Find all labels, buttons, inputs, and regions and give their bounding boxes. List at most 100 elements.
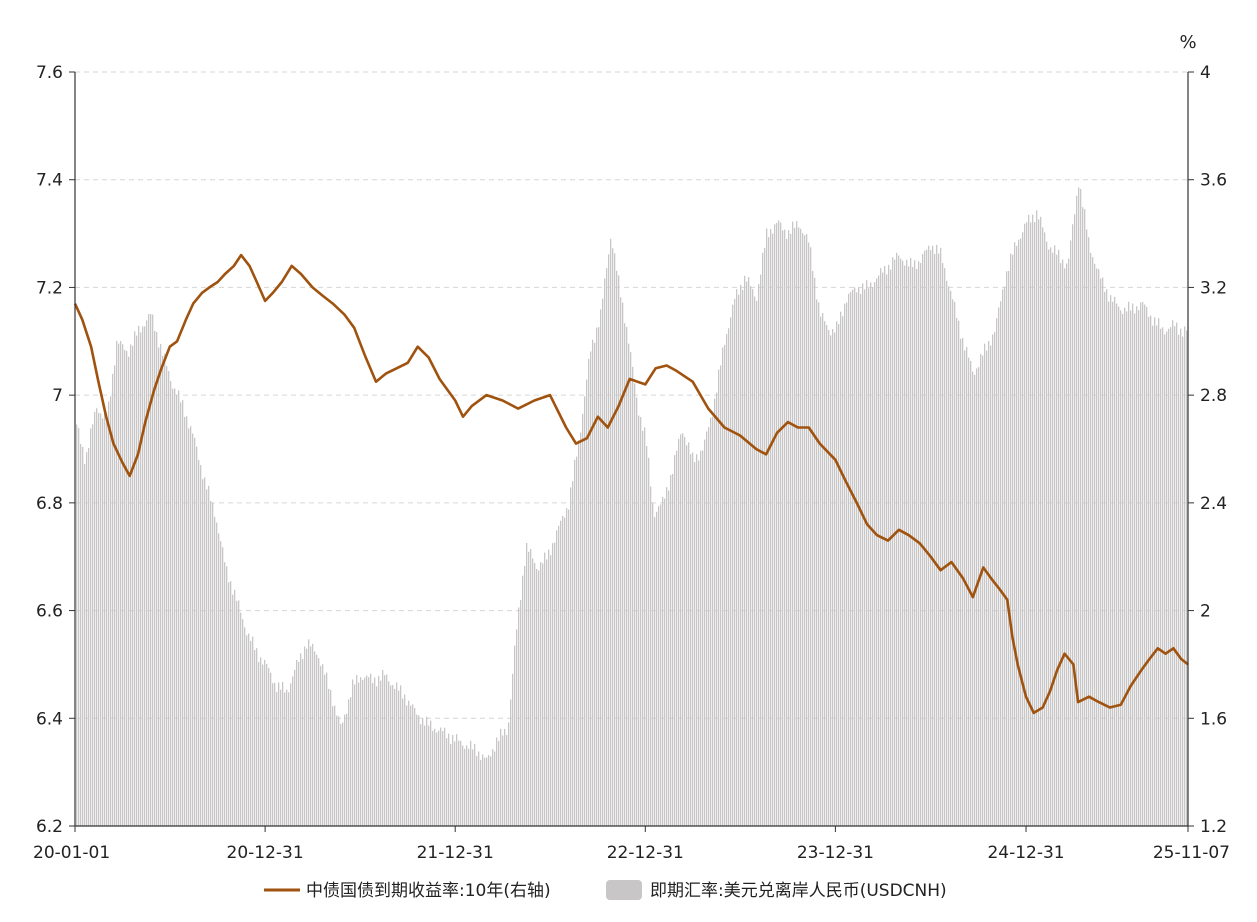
usdcnh-bar xyxy=(778,220,780,827)
legend-item-bond-yield[interactable]: 中债国债到期收益率:10年(右轴) xyxy=(264,881,551,901)
usdcnh-bar xyxy=(536,568,538,826)
legend: 中债国债到期收益率:10年(右轴) 即期汇率:美元兑离岸人民币(USDCNH) xyxy=(264,880,947,901)
usdcnh-bar xyxy=(552,543,554,826)
usdcnh-bar xyxy=(976,368,978,826)
usdcnh-bar xyxy=(258,661,260,826)
usdcnh-bar xyxy=(1096,268,1098,826)
usdcnh-bar xyxy=(960,338,962,826)
usdcnh-bar xyxy=(508,722,510,826)
usdcnh-bar xyxy=(114,365,116,826)
usdcnh-bar xyxy=(198,459,200,826)
usdcnh-bar xyxy=(376,686,378,826)
usdcnh-bar xyxy=(128,356,130,826)
usdcnh-bar xyxy=(510,699,512,826)
usdcnh-bar xyxy=(1050,247,1052,826)
usdcnh-bar xyxy=(788,230,790,826)
right-tick-label: 1.6 xyxy=(1200,709,1227,729)
usdcnh-bar xyxy=(1090,252,1092,826)
usdcnh-bar xyxy=(276,692,278,826)
usdcnh-bar xyxy=(986,350,988,826)
usdcnh-bar xyxy=(372,683,374,826)
usdcnh-bar xyxy=(1138,310,1140,826)
usdcnh-bar xyxy=(622,302,624,827)
usdcnh-bar xyxy=(286,689,288,826)
usdcnh-bar xyxy=(786,238,788,827)
usdcnh-bar xyxy=(292,676,294,826)
usdcnh-bar xyxy=(1144,304,1146,827)
usdcnh-bar xyxy=(206,489,208,826)
usdcnh-bar xyxy=(116,340,118,826)
usdcnh-bar xyxy=(388,681,390,826)
usdcnh-bar xyxy=(512,673,514,826)
right-tick-label: 3.6 xyxy=(1200,171,1227,191)
usdcnh-bar xyxy=(614,253,616,826)
usdcnh-bar xyxy=(852,289,854,826)
usdcnh-bar xyxy=(546,559,548,826)
x-tick-label: 23-12-31 xyxy=(797,843,874,863)
right-tick-label: 2 xyxy=(1200,602,1211,622)
usdcnh-bar xyxy=(528,551,530,826)
usdcnh-bar xyxy=(782,230,784,827)
usdcnh-bar xyxy=(1122,314,1124,826)
usdcnh-bar xyxy=(440,727,442,826)
usdcnh-bar xyxy=(212,502,214,826)
usdcnh-bar xyxy=(1058,249,1060,826)
usdcnh-bar xyxy=(1108,301,1110,827)
usdcnh-bar xyxy=(208,485,210,826)
usdcnh-bar xyxy=(624,323,626,826)
usdcnh-bar xyxy=(338,716,340,826)
usdcnh-bar xyxy=(908,266,910,827)
usdcnh-bar xyxy=(232,594,234,826)
usdcnh-bar xyxy=(284,692,286,826)
usdcnh-bar xyxy=(102,418,104,826)
usdcnh-bar xyxy=(220,541,222,826)
usdcnh-bar xyxy=(270,672,272,826)
usdcnh-bar xyxy=(588,358,590,826)
usdcnh-bar xyxy=(166,365,168,826)
usdcnh-bar xyxy=(324,674,326,826)
usdcnh-bar xyxy=(130,344,132,826)
usdcnh-bar xyxy=(1026,222,1028,827)
usdcnh-bar xyxy=(940,247,942,827)
usdcnh-bar xyxy=(810,247,812,826)
usdcnh-bar xyxy=(438,730,440,826)
usdcnh-bar xyxy=(410,705,412,826)
usdcnh-bar xyxy=(1150,315,1152,826)
usdcnh-bar xyxy=(754,296,756,827)
usdcnh-bar xyxy=(526,543,528,826)
usdcnh-bar xyxy=(846,302,848,826)
usdcnh-bar xyxy=(124,350,126,826)
usdcnh-bar xyxy=(740,284,742,826)
usdcnh-bar xyxy=(530,549,532,826)
usdcnh-bar xyxy=(154,330,156,826)
usdcnh-bar xyxy=(1054,245,1056,826)
usdcnh-bar xyxy=(1170,327,1172,826)
usdcnh-bar xyxy=(458,740,460,826)
usdcnh-bar xyxy=(448,733,450,826)
usdcnh-bar xyxy=(498,740,500,826)
usdcnh-bar xyxy=(942,263,944,826)
usdcnh-bar xyxy=(804,235,806,826)
usdcnh-bar xyxy=(1088,237,1090,826)
usdcnh-bar xyxy=(224,562,226,826)
usdcnh-bar xyxy=(1180,328,1182,826)
usdcnh-bar xyxy=(816,299,818,826)
legend-item-usdcnh[interactable]: 即期汇率:美元兑离岸人民币(USDCNH) xyxy=(606,880,947,901)
usdcnh-bar xyxy=(1106,289,1108,826)
usdcnh-bar xyxy=(1036,210,1038,826)
usdcnh-bar xyxy=(320,665,322,826)
usdcnh-bar xyxy=(1146,306,1148,826)
usdcnh-bar xyxy=(278,682,280,826)
usdcnh-bar xyxy=(618,275,620,826)
usdcnh-bar xyxy=(610,238,612,826)
usdcnh-bar xyxy=(922,254,924,826)
usdcnh-bar xyxy=(910,257,912,827)
usdcnh-bar xyxy=(426,716,428,826)
usdcnh-bar xyxy=(148,314,150,826)
usdcnh-bar xyxy=(218,533,220,826)
usdcnh-bar xyxy=(308,639,310,826)
usdcnh-bar xyxy=(1176,322,1178,826)
usdcnh-bar xyxy=(478,751,480,826)
usdcnh-bar xyxy=(1048,249,1050,826)
usdcnh-bar xyxy=(1142,301,1144,826)
